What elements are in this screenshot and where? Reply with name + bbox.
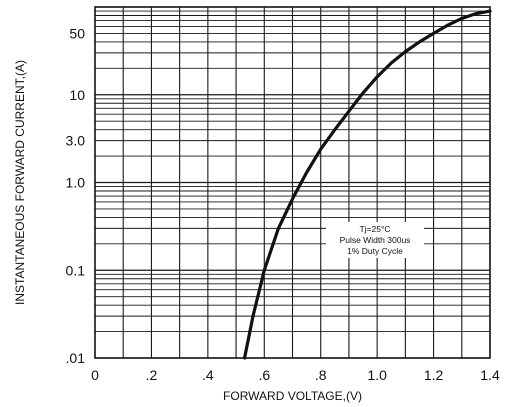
x-tick-label: .6 xyxy=(258,367,270,383)
x-tick-label: 1.0 xyxy=(367,367,387,383)
y-tick-label: 3.0 xyxy=(66,133,86,149)
y-tick-label: .01 xyxy=(66,350,86,366)
x-tick-label: .2 xyxy=(146,367,158,383)
y-tick-label: 10 xyxy=(69,87,85,103)
x-tick-label: 1.4 xyxy=(480,367,500,383)
x-tick-label: 0 xyxy=(91,367,99,383)
y-axis-title: INSTANTANEOUS FORWARD CURRENT,(A) xyxy=(13,60,27,305)
x-tick-labels: 0 .2 .4 .6 .8 1.0 1.2 1.4 xyxy=(91,367,500,383)
annotation-line-duty-cycle: 1% Duty Cycle xyxy=(347,246,403,256)
x-tick-label: .8 xyxy=(315,367,327,383)
x-axis-title: FORWARD VOLTAGE,(V) xyxy=(223,389,362,403)
annotation-background xyxy=(326,222,424,258)
y-tick-label: 50 xyxy=(69,25,85,41)
x-tick-label: 1.2 xyxy=(424,367,444,383)
plot-frame xyxy=(94,6,491,359)
series-line-forward-current xyxy=(242,9,492,360)
y-tick-label: 0.1 xyxy=(66,262,86,278)
annotation: Tj=25°C Pulse Width 300us 1% Duty Cycle xyxy=(326,222,424,258)
y-tick-labels: .01 0.1 1.0 3.0 10 50 xyxy=(66,25,86,366)
y-tick-label: 1.0 xyxy=(66,175,86,191)
annotation-line-pulse-width: Pulse Width 300us xyxy=(340,235,411,245)
series-layer xyxy=(242,9,492,360)
annotation-line-junction-temp: Tj=25°C xyxy=(359,224,390,234)
x-tick-label: .4 xyxy=(202,367,214,383)
grid xyxy=(95,7,490,358)
